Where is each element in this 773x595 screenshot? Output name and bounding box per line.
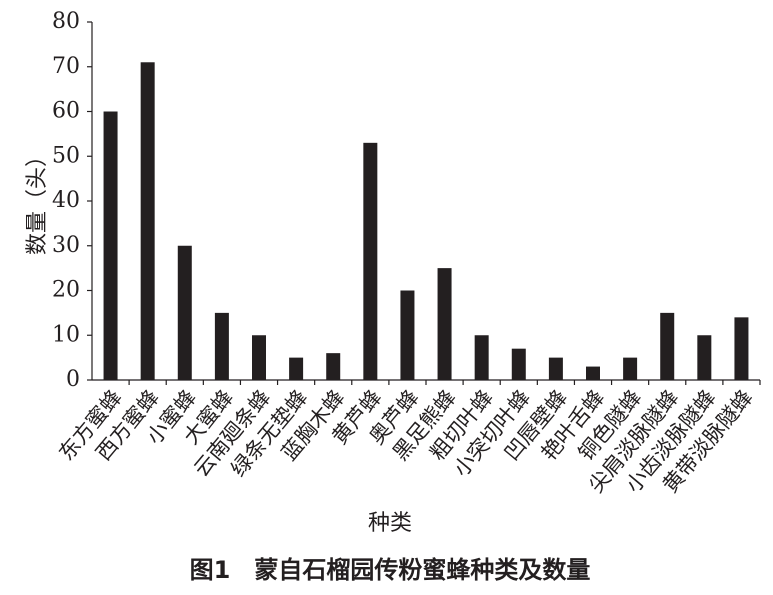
bar	[474, 335, 489, 380]
y-tick-label: 60	[52, 99, 80, 124]
bar	[326, 353, 341, 380]
y-tick-label: 50	[52, 143, 80, 168]
bar	[437, 268, 452, 380]
bar	[140, 62, 155, 381]
bar	[252, 335, 266, 380]
y-tick-label: 20	[52, 278, 80, 303]
bar	[103, 111, 118, 380]
y-axis-label: 数量（头）	[25, 145, 50, 255]
bar	[400, 290, 415, 380]
bar	[734, 317, 749, 380]
bar	[660, 312, 675, 380]
bar	[586, 366, 600, 380]
y-tick-label: 10	[52, 322, 80, 347]
y-tick-label: 0	[66, 367, 80, 392]
bar	[214, 312, 229, 380]
y-tick-label: 30	[52, 233, 80, 258]
bar	[697, 335, 712, 380]
x-axis-label: 种类	[368, 511, 412, 536]
bar	[363, 142, 378, 380]
bar	[511, 348, 526, 380]
y-tick-label: 70	[52, 54, 80, 79]
bar	[289, 357, 304, 380]
bar	[177, 245, 192, 380]
bar	[623, 357, 638, 380]
caption: 图1 蒙自石榴园传粉蜜蜂种类及数量	[190, 556, 591, 584]
y-tick-label: 80	[52, 9, 80, 34]
y-tick-label: 40	[52, 188, 80, 213]
bar	[548, 357, 563, 380]
